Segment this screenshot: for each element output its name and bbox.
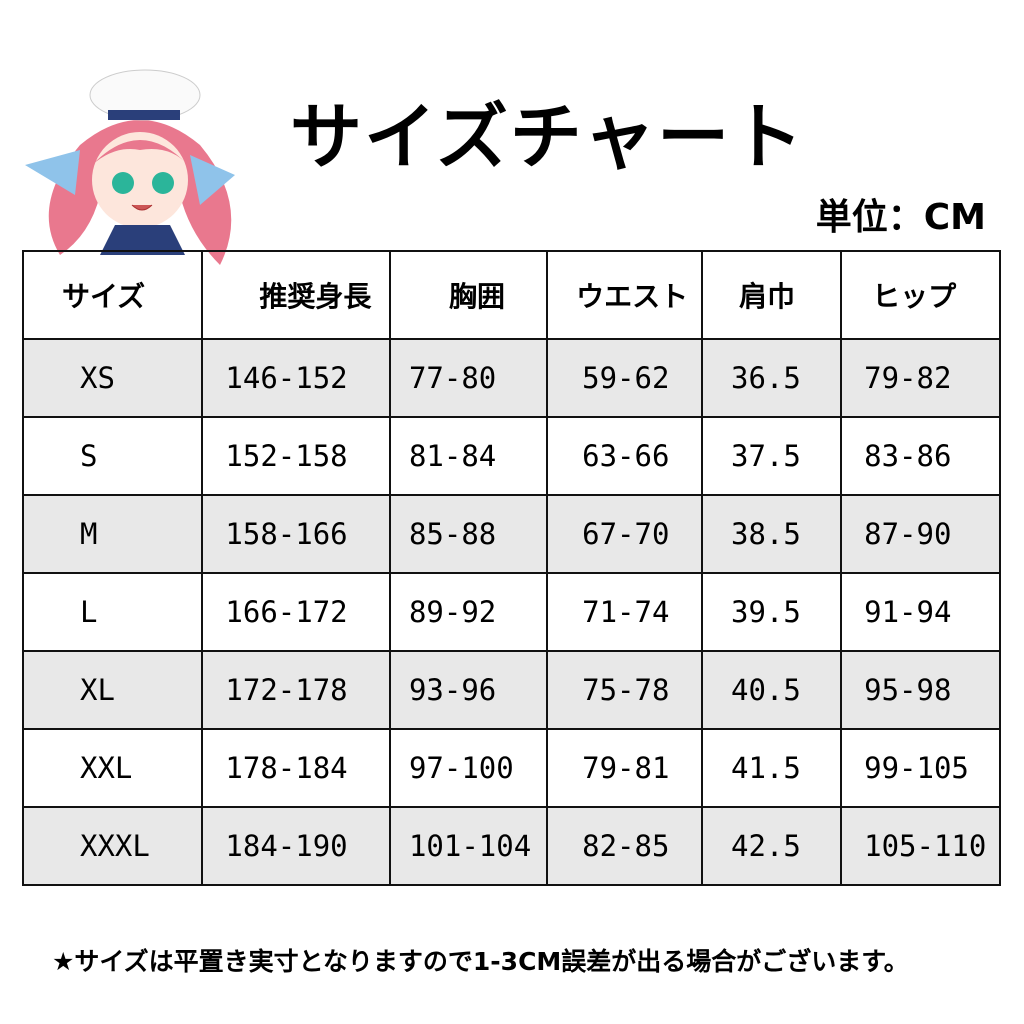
cell-hip: 99-105: [840, 728, 1001, 808]
cell-hip: 83-86: [840, 416, 1001, 496]
cell-chest: 93-96: [388, 650, 549, 730]
cell-chest: 101-104: [388, 806, 549, 886]
table-row: XS 146-152 77-80 59-62 36.5 79-82: [21, 338, 1001, 418]
cell-waist: 67-70: [546, 494, 703, 574]
cell-height: 172-178: [201, 650, 391, 730]
cell-size: L: [21, 572, 204, 652]
header-waist: ウエスト: [546, 250, 703, 340]
table-row: M 158-166 85-88 67-70 38.5 87-90: [21, 494, 1001, 574]
header-hip: ヒップ: [840, 250, 1001, 340]
header-size: サイズ: [21, 250, 204, 340]
cell-chest: 89-92: [388, 572, 549, 652]
header-chest: 胸囲: [388, 250, 549, 340]
table-row: XXXL 184-190 101-104 82-85 42.5 105-110: [21, 806, 1001, 886]
page-title: サイズチャート: [290, 95, 806, 179]
cell-hip: 79-82: [840, 338, 1001, 418]
cell-height: 146-152: [201, 338, 391, 418]
cell-waist: 63-66: [546, 416, 703, 496]
cell-shoulder: 40.5: [700, 650, 843, 730]
table-row: L 166-172 89-92 71-74 39.5 91-94: [21, 572, 1001, 652]
header-height: 推奨身長: [201, 250, 391, 340]
cell-chest: 77-80: [388, 338, 549, 418]
cell-shoulder: 36.5: [700, 338, 843, 418]
cell-chest: 85-88: [388, 494, 549, 574]
cell-size: XXXL: [21, 806, 204, 886]
cell-waist: 59-62: [546, 338, 703, 418]
cell-chest: 81-84: [388, 416, 549, 496]
cell-shoulder: 41.5: [700, 728, 843, 808]
cell-waist: 79-81: [546, 728, 703, 808]
cell-shoulder: 39.5: [700, 572, 843, 652]
cell-waist: 71-74: [546, 572, 703, 652]
size-table: サイズ 推奨身長 胸囲 ウエスト 肩巾 ヒップ XS 146-152 77-80 59…: [21, 250, 1001, 886]
cell-height: 166-172: [201, 572, 391, 652]
table-header-row: サイズ 推奨身長 胸囲 ウエスト 肩巾 ヒップ: [21, 250, 1001, 340]
cell-waist: 75-78: [546, 650, 703, 730]
table-row: S 152-158 81-84 63-66 37.5 83-86: [21, 416, 1001, 496]
cell-size: XL: [21, 650, 204, 730]
cell-hip: 95-98: [840, 650, 1001, 730]
mascot-illustration: [25, 69, 235, 265]
cell-size: M: [21, 494, 204, 574]
unit-label: 単位：CM: [815, 197, 986, 238]
header-shoulder: 肩巾: [700, 250, 843, 340]
cell-hip: 91-94: [840, 572, 1001, 652]
cell-chest: 97-100: [388, 728, 549, 808]
table-row: XL 172-178 93-96 75-78 40.5 95-98: [21, 650, 1001, 730]
cell-size: XXL: [21, 728, 204, 808]
cell-height: 152-158: [201, 416, 391, 496]
cell-shoulder: 42.5: [700, 806, 843, 886]
cell-shoulder: 38.5: [700, 494, 843, 574]
cell-size: S: [21, 416, 204, 496]
cell-size: XS: [21, 338, 204, 418]
cell-waist: 82-85: [546, 806, 703, 886]
cell-hip: 105-110: [840, 806, 1001, 886]
cell-hip: 87-90: [840, 494, 1001, 574]
cell-height: 184-190: [201, 806, 391, 886]
cell-shoulder: 37.5: [700, 416, 843, 496]
table-row: XXL 178-184 97-100 79-81 41.5 99-105: [21, 728, 1001, 808]
size-note: ★サイズは平置き実寸となりますので1-3CM誤差が出る場合がございます。: [52, 947, 909, 976]
cell-height: 178-184: [201, 728, 391, 808]
cell-height: 158-166: [201, 494, 391, 574]
